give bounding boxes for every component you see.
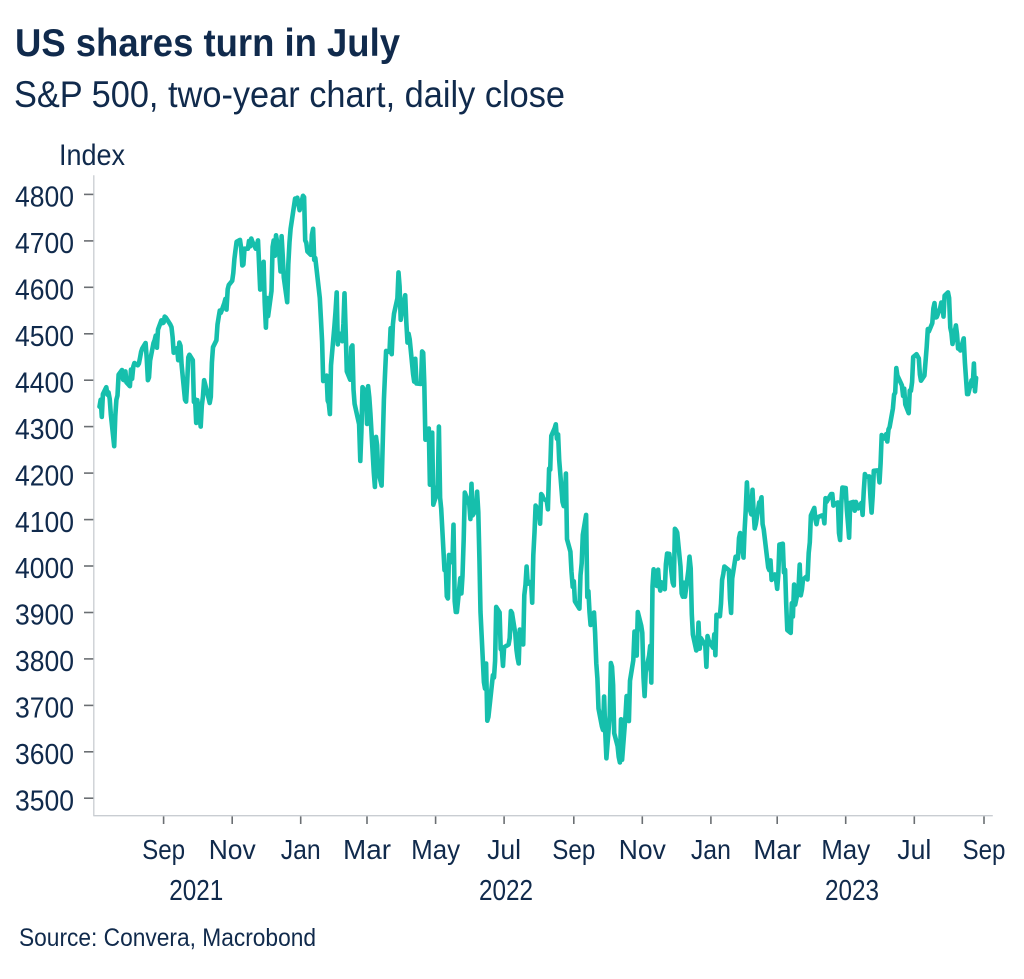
svg-text:Mar: Mar bbox=[343, 834, 391, 865]
svg-text:2023: 2023 bbox=[825, 875, 879, 907]
svg-text:4500: 4500 bbox=[15, 321, 74, 353]
svg-text:US shares turn in July: US shares turn in July bbox=[15, 22, 400, 65]
svg-text:4000: 4000 bbox=[15, 553, 74, 585]
svg-text:Sep: Sep bbox=[963, 834, 1006, 865]
svg-text:Jul: Jul bbox=[487, 834, 521, 865]
svg-text:4300: 4300 bbox=[15, 414, 74, 446]
svg-text:2021: 2021 bbox=[169, 875, 223, 907]
svg-text:Jan: Jan bbox=[281, 834, 321, 865]
svg-text:Sep: Sep bbox=[142, 834, 185, 865]
svg-text:Jul: Jul bbox=[897, 834, 931, 865]
svg-text:Index: Index bbox=[59, 139, 125, 172]
svg-text:May: May bbox=[821, 834, 870, 865]
svg-text:3500: 3500 bbox=[15, 786, 74, 818]
svg-text:Nov: Nov bbox=[209, 834, 256, 865]
svg-text:Mar: Mar bbox=[753, 834, 801, 865]
svg-text:3800: 3800 bbox=[15, 646, 74, 678]
svg-text:4100: 4100 bbox=[15, 507, 74, 539]
svg-text:Source: Convera, Macrobond: Source: Convera, Macrobond bbox=[19, 924, 316, 952]
svg-text:2022: 2022 bbox=[479, 875, 533, 907]
svg-text:Sep: Sep bbox=[552, 834, 595, 865]
svg-text:3700: 3700 bbox=[15, 693, 74, 725]
svg-text:4700: 4700 bbox=[15, 228, 74, 260]
svg-text:Jan: Jan bbox=[691, 834, 731, 865]
svg-text:4200: 4200 bbox=[15, 460, 74, 492]
svg-text:May: May bbox=[411, 834, 460, 865]
svg-text:3600: 3600 bbox=[15, 739, 74, 771]
svg-text:4800: 4800 bbox=[15, 182, 74, 214]
svg-text:3900: 3900 bbox=[15, 600, 74, 632]
svg-text:4600: 4600 bbox=[15, 275, 74, 307]
svg-text:S&P 500, two-year chart, daily: S&P 500, two-year chart, daily close bbox=[14, 74, 565, 115]
svg-text:Nov: Nov bbox=[619, 834, 666, 865]
svg-text:4400: 4400 bbox=[15, 367, 74, 399]
